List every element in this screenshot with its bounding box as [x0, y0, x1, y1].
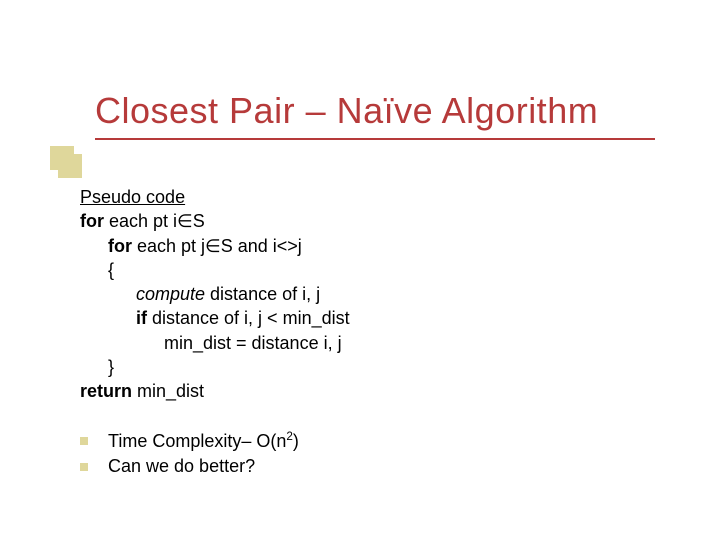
- brace-open: {: [80, 258, 350, 282]
- pseudocode-block: Pseudo code for each pt i∈S for each pt …: [80, 185, 350, 404]
- pseudo-for1: for each pt i∈S: [80, 209, 350, 233]
- bullet-2-text: Can we do better?: [108, 456, 255, 477]
- slide-title: Closest Pair – Naïve Algorithm: [95, 90, 655, 132]
- title-block: Closest Pair – Naïve Algorithm: [95, 90, 655, 140]
- b1-pre: Time Complexity– O(n: [108, 431, 286, 451]
- pseudo-assign: min_dist = distance i, j: [80, 331, 350, 355]
- return-rest: min_dist: [132, 381, 204, 401]
- pseudo-heading: Pseudo code: [80, 185, 350, 209]
- bullet-1-text: Time Complexity– O(n2): [108, 430, 299, 452]
- pseudo-compute: compute distance of i, j: [80, 282, 350, 306]
- bullet-icon: [80, 463, 88, 471]
- for1-rest: each pt i∈S: [104, 211, 205, 231]
- kw-compute: compute: [136, 284, 205, 304]
- bullet-list: Time Complexity– O(n2) Can we do better?: [80, 430, 299, 481]
- kw-for1: for: [80, 211, 104, 231]
- title-underline: [95, 138, 655, 140]
- brace-close: }: [80, 355, 350, 379]
- bullet-item-1: Time Complexity– O(n2): [80, 430, 299, 452]
- pseudo-heading-text: Pseudo code: [80, 187, 185, 207]
- kw-for2: for: [108, 236, 132, 256]
- pseudo-if: if distance of i, j < min_dist: [80, 306, 350, 330]
- if-rest: distance of i, j < min_dist: [147, 308, 350, 328]
- for2-rest: each pt j∈S and i<>j: [132, 236, 302, 256]
- compute-rest: distance of i, j: [205, 284, 320, 304]
- pseudo-for2: for each pt j∈S and i<>j: [80, 234, 350, 258]
- bullet-item-2: Can we do better?: [80, 456, 299, 477]
- kw-return: return: [80, 381, 132, 401]
- kw-if: if: [136, 308, 147, 328]
- pseudo-return: return min_dist: [80, 379, 350, 403]
- accent-box-front: [58, 154, 82, 178]
- b1-post: ): [293, 431, 299, 451]
- bullet-icon: [80, 437, 88, 445]
